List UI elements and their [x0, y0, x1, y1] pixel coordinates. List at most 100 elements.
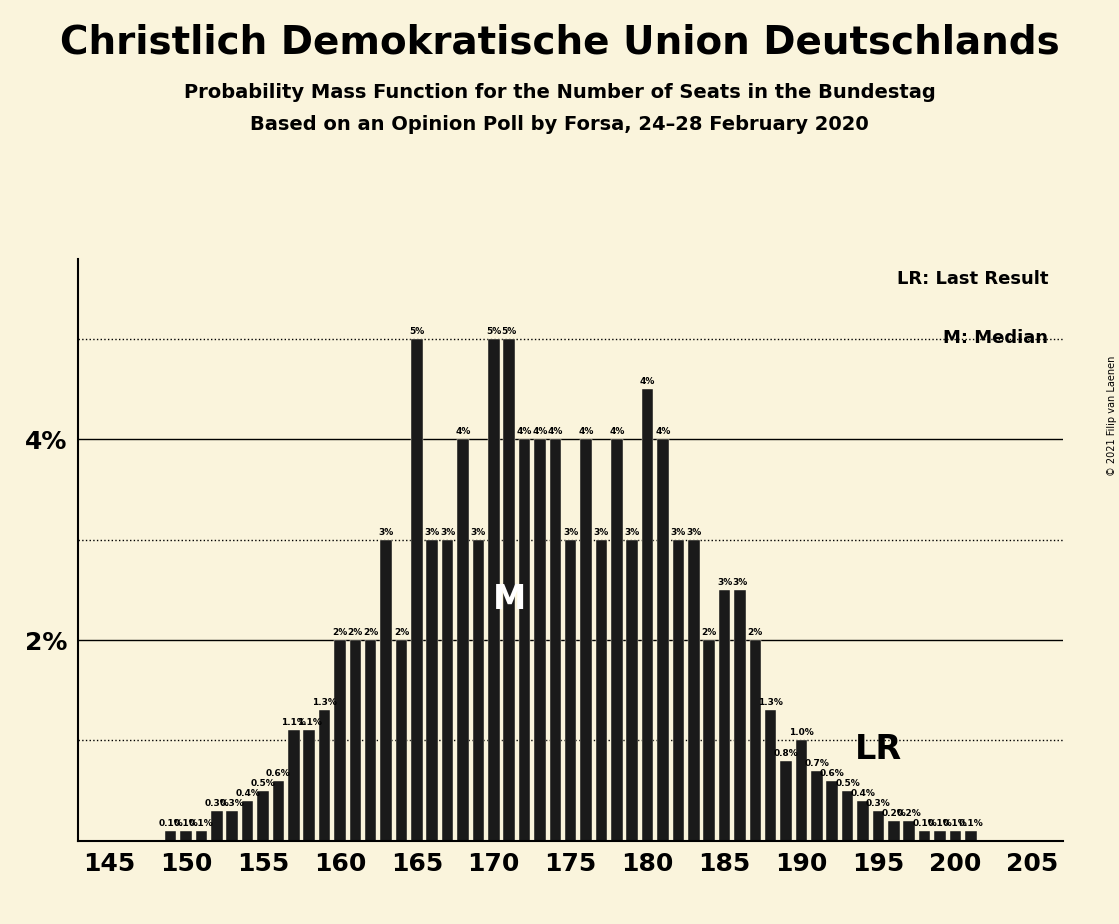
Text: 4%: 4% — [455, 428, 471, 436]
Text: 2%: 2% — [747, 628, 763, 638]
Text: 4%: 4% — [547, 428, 563, 436]
Bar — [734, 590, 745, 841]
Bar — [857, 801, 868, 841]
Bar — [827, 781, 838, 841]
Text: 0.2%: 0.2% — [896, 808, 922, 818]
Text: 0.1%: 0.1% — [173, 819, 198, 828]
Bar — [426, 540, 438, 841]
Bar — [273, 781, 284, 841]
Text: LR: Last Result: LR: Last Result — [896, 271, 1049, 288]
Text: 1.1%: 1.1% — [297, 719, 321, 727]
Bar — [950, 831, 961, 841]
Bar — [534, 440, 546, 841]
Bar — [549, 440, 561, 841]
Text: 0.1%: 0.1% — [928, 819, 952, 828]
Text: 0.1%: 0.1% — [158, 819, 184, 828]
Text: 4%: 4% — [533, 428, 547, 436]
Text: 3%: 3% — [594, 528, 609, 537]
Text: 3%: 3% — [563, 528, 579, 537]
Bar — [919, 831, 930, 841]
Text: M: Median: M: Median — [943, 329, 1049, 346]
Text: 3%: 3% — [732, 578, 747, 587]
Text: LR: LR — [855, 733, 902, 766]
Bar — [811, 771, 822, 841]
Bar — [196, 831, 207, 841]
Bar — [288, 731, 300, 841]
Text: 4%: 4% — [517, 428, 533, 436]
Bar — [873, 810, 884, 841]
Text: 1.3%: 1.3% — [759, 699, 783, 708]
Text: 1.3%: 1.3% — [312, 699, 337, 708]
Bar — [242, 801, 253, 841]
Text: Based on an Opinion Poll by Forsa, 24–28 February 2020: Based on an Opinion Poll by Forsa, 24–28… — [251, 116, 868, 135]
Text: 0.4%: 0.4% — [235, 789, 260, 797]
Bar — [627, 540, 638, 841]
Text: 0.8%: 0.8% — [773, 748, 799, 758]
Text: 0.4%: 0.4% — [850, 789, 875, 797]
Bar — [704, 640, 715, 841]
Text: 4%: 4% — [640, 377, 656, 386]
Bar — [657, 440, 669, 841]
Text: 2%: 2% — [348, 628, 363, 638]
Text: 3%: 3% — [686, 528, 702, 537]
Bar — [335, 640, 346, 841]
Bar — [611, 440, 622, 841]
Bar — [380, 540, 392, 841]
Text: 3%: 3% — [424, 528, 440, 537]
Bar — [595, 540, 608, 841]
Bar — [796, 740, 807, 841]
Bar — [903, 821, 915, 841]
Text: 0.3%: 0.3% — [205, 798, 229, 808]
Text: M: M — [492, 583, 526, 616]
Text: 0.3%: 0.3% — [219, 798, 245, 808]
Text: 5%: 5% — [486, 327, 501, 336]
Bar — [750, 640, 761, 841]
Text: 0.1%: 0.1% — [912, 819, 937, 828]
Bar — [965, 831, 977, 841]
Text: 0.5%: 0.5% — [835, 779, 861, 787]
Text: © 2021 Filip van Laenen: © 2021 Filip van Laenen — [1107, 356, 1117, 476]
Text: 2%: 2% — [363, 628, 378, 638]
Text: 4%: 4% — [609, 428, 624, 436]
Text: 2%: 2% — [702, 628, 717, 638]
Text: Christlich Demokratische Union Deutschlands: Christlich Demokratische Union Deutschla… — [59, 23, 1060, 61]
Bar — [458, 440, 469, 841]
Text: 0.6%: 0.6% — [820, 769, 845, 778]
Text: 5%: 5% — [410, 327, 424, 336]
Bar — [319, 711, 330, 841]
Text: 2%: 2% — [332, 628, 348, 638]
Text: 1.1%: 1.1% — [281, 719, 307, 727]
Text: 0.1%: 0.1% — [958, 819, 984, 828]
Bar — [164, 831, 177, 841]
Bar — [226, 810, 238, 841]
Text: 0.1%: 0.1% — [943, 819, 968, 828]
Bar — [303, 731, 314, 841]
Text: 0.3%: 0.3% — [866, 798, 891, 808]
Text: 3%: 3% — [624, 528, 640, 537]
Bar — [411, 339, 423, 841]
Bar — [934, 831, 946, 841]
Bar — [673, 540, 684, 841]
Text: 3%: 3% — [471, 528, 486, 537]
Bar — [888, 821, 900, 841]
Bar — [257, 791, 269, 841]
Text: 0.5%: 0.5% — [251, 779, 275, 787]
Text: 3%: 3% — [717, 578, 732, 587]
Bar — [780, 760, 792, 841]
Bar — [688, 540, 699, 841]
Text: 0.2%: 0.2% — [882, 808, 906, 818]
Bar — [565, 540, 576, 841]
Text: 4%: 4% — [656, 428, 670, 436]
Bar — [442, 540, 453, 841]
Bar — [488, 339, 499, 841]
Bar — [472, 540, 485, 841]
Bar — [765, 711, 777, 841]
Bar — [211, 810, 223, 841]
Text: 0.1%: 0.1% — [189, 819, 214, 828]
Text: 0.6%: 0.6% — [266, 769, 291, 778]
Bar — [519, 440, 530, 841]
Bar — [504, 339, 515, 841]
Bar — [349, 640, 361, 841]
Text: 2%: 2% — [394, 628, 410, 638]
Bar — [396, 640, 407, 841]
